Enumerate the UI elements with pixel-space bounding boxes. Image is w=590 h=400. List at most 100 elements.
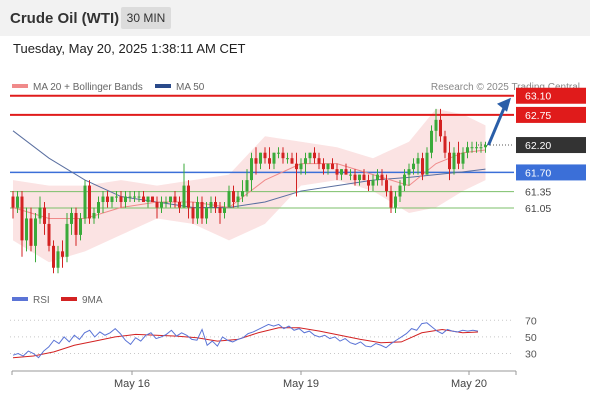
level-text: 63.10 (525, 91, 551, 103)
rsi-tick-70: 70 (525, 315, 537, 327)
candle-body (169, 196, 172, 203)
x-tick-label: May 16 (114, 378, 150, 390)
candle (304, 152, 307, 175)
candle (88, 180, 91, 224)
candle-body (470, 147, 474, 149)
candle (151, 196, 154, 203)
candle-body (74, 212, 78, 235)
projection-arrow-shaft (487, 105, 507, 146)
candle (313, 147, 316, 164)
rsi-plot: 70 50 30 (10, 315, 537, 361)
level-text: 61.05 (525, 203, 551, 215)
candle-body (380, 174, 384, 181)
candle-body (133, 196, 136, 198)
candle (29, 207, 33, 252)
candle (353, 169, 357, 186)
candle-body (164, 202, 168, 204)
candle-body (61, 251, 64, 257)
candle-body (425, 152, 429, 175)
candle-body (65, 223, 69, 257)
candle-body (218, 207, 222, 213)
level-label-63.10: 63.10 (516, 87, 586, 104)
candle-body (308, 152, 312, 159)
candle (259, 152, 262, 170)
candle (34, 212, 37, 263)
candle-body (209, 202, 213, 208)
candle-body (205, 207, 208, 219)
candle-body (16, 196, 19, 208)
ma50-legend-swatch (155, 84, 171, 88)
candle-body (200, 202, 204, 219)
candle (322, 158, 325, 175)
timeframe-badge[interactable]: 30 MIN (121, 7, 171, 29)
candle (385, 174, 388, 197)
candle-body (358, 174, 361, 181)
candle-body (403, 174, 406, 186)
x-tick-label: May 19 (283, 378, 319, 390)
level-tag-bg (516, 87, 586, 104)
candle-body (290, 158, 294, 164)
candle (65, 212, 69, 263)
candle (155, 196, 159, 219)
rsi-tick-50: 50 (525, 332, 537, 344)
candle-body (299, 163, 303, 170)
ma20-legend-label: MA 20 + Bollinger Bands (33, 82, 143, 93)
candle (191, 202, 195, 224)
candle-body (452, 152, 456, 170)
candle-body (20, 196, 24, 241)
candle (124, 191, 127, 208)
candle-body (457, 152, 460, 164)
candle (443, 130, 447, 159)
candle-body (295, 163, 298, 170)
candle-body (214, 202, 217, 208)
candle (214, 196, 217, 213)
candle (16, 191, 19, 213)
candle-body (250, 158, 253, 181)
candle (380, 169, 384, 186)
candle (20, 191, 24, 257)
candle (362, 169, 366, 181)
candle (416, 152, 420, 175)
candle-body (466, 147, 469, 153)
candle-body (313, 152, 316, 159)
candle (412, 158, 415, 175)
candle-body (340, 169, 343, 175)
level-tag-bg (516, 164, 586, 181)
candle (394, 191, 397, 213)
candle-body (106, 196, 109, 203)
candle-body (443, 136, 447, 153)
ma9-legend-label: 9MA (82, 295, 103, 306)
level-tag-bg (516, 137, 586, 154)
bollinger-band (13, 108, 486, 263)
rsi-line (12, 322, 479, 359)
candle-body (79, 218, 82, 235)
candle (173, 191, 177, 208)
candle (268, 147, 271, 170)
candle (115, 191, 118, 203)
candle-body (394, 196, 397, 208)
candle (331, 158, 334, 170)
candle-body (344, 169, 348, 175)
candle (340, 169, 343, 181)
candle-body (281, 152, 285, 159)
candle (466, 141, 469, 159)
candle (200, 196, 204, 224)
candle-body (92, 212, 96, 219)
candle-body (25, 218, 28, 241)
candle (142, 191, 145, 203)
candle-body (479, 147, 483, 149)
candle-body (97, 202, 100, 213)
chart-datetime: Tuesday, May 20, 2025 1:38:11 AM CET (13, 41, 246, 56)
candle-body (101, 196, 105, 203)
candle (250, 152, 253, 192)
candle-body (317, 158, 321, 164)
candle (461, 147, 465, 170)
candle-body (353, 174, 357, 181)
candle-body (232, 191, 235, 203)
candle (227, 185, 231, 208)
candle (376, 169, 379, 186)
candle-body (434, 119, 438, 131)
candle (241, 180, 244, 203)
candle-body (52, 245, 55, 268)
watermark: Research © 2025 Trading Central (431, 82, 580, 93)
